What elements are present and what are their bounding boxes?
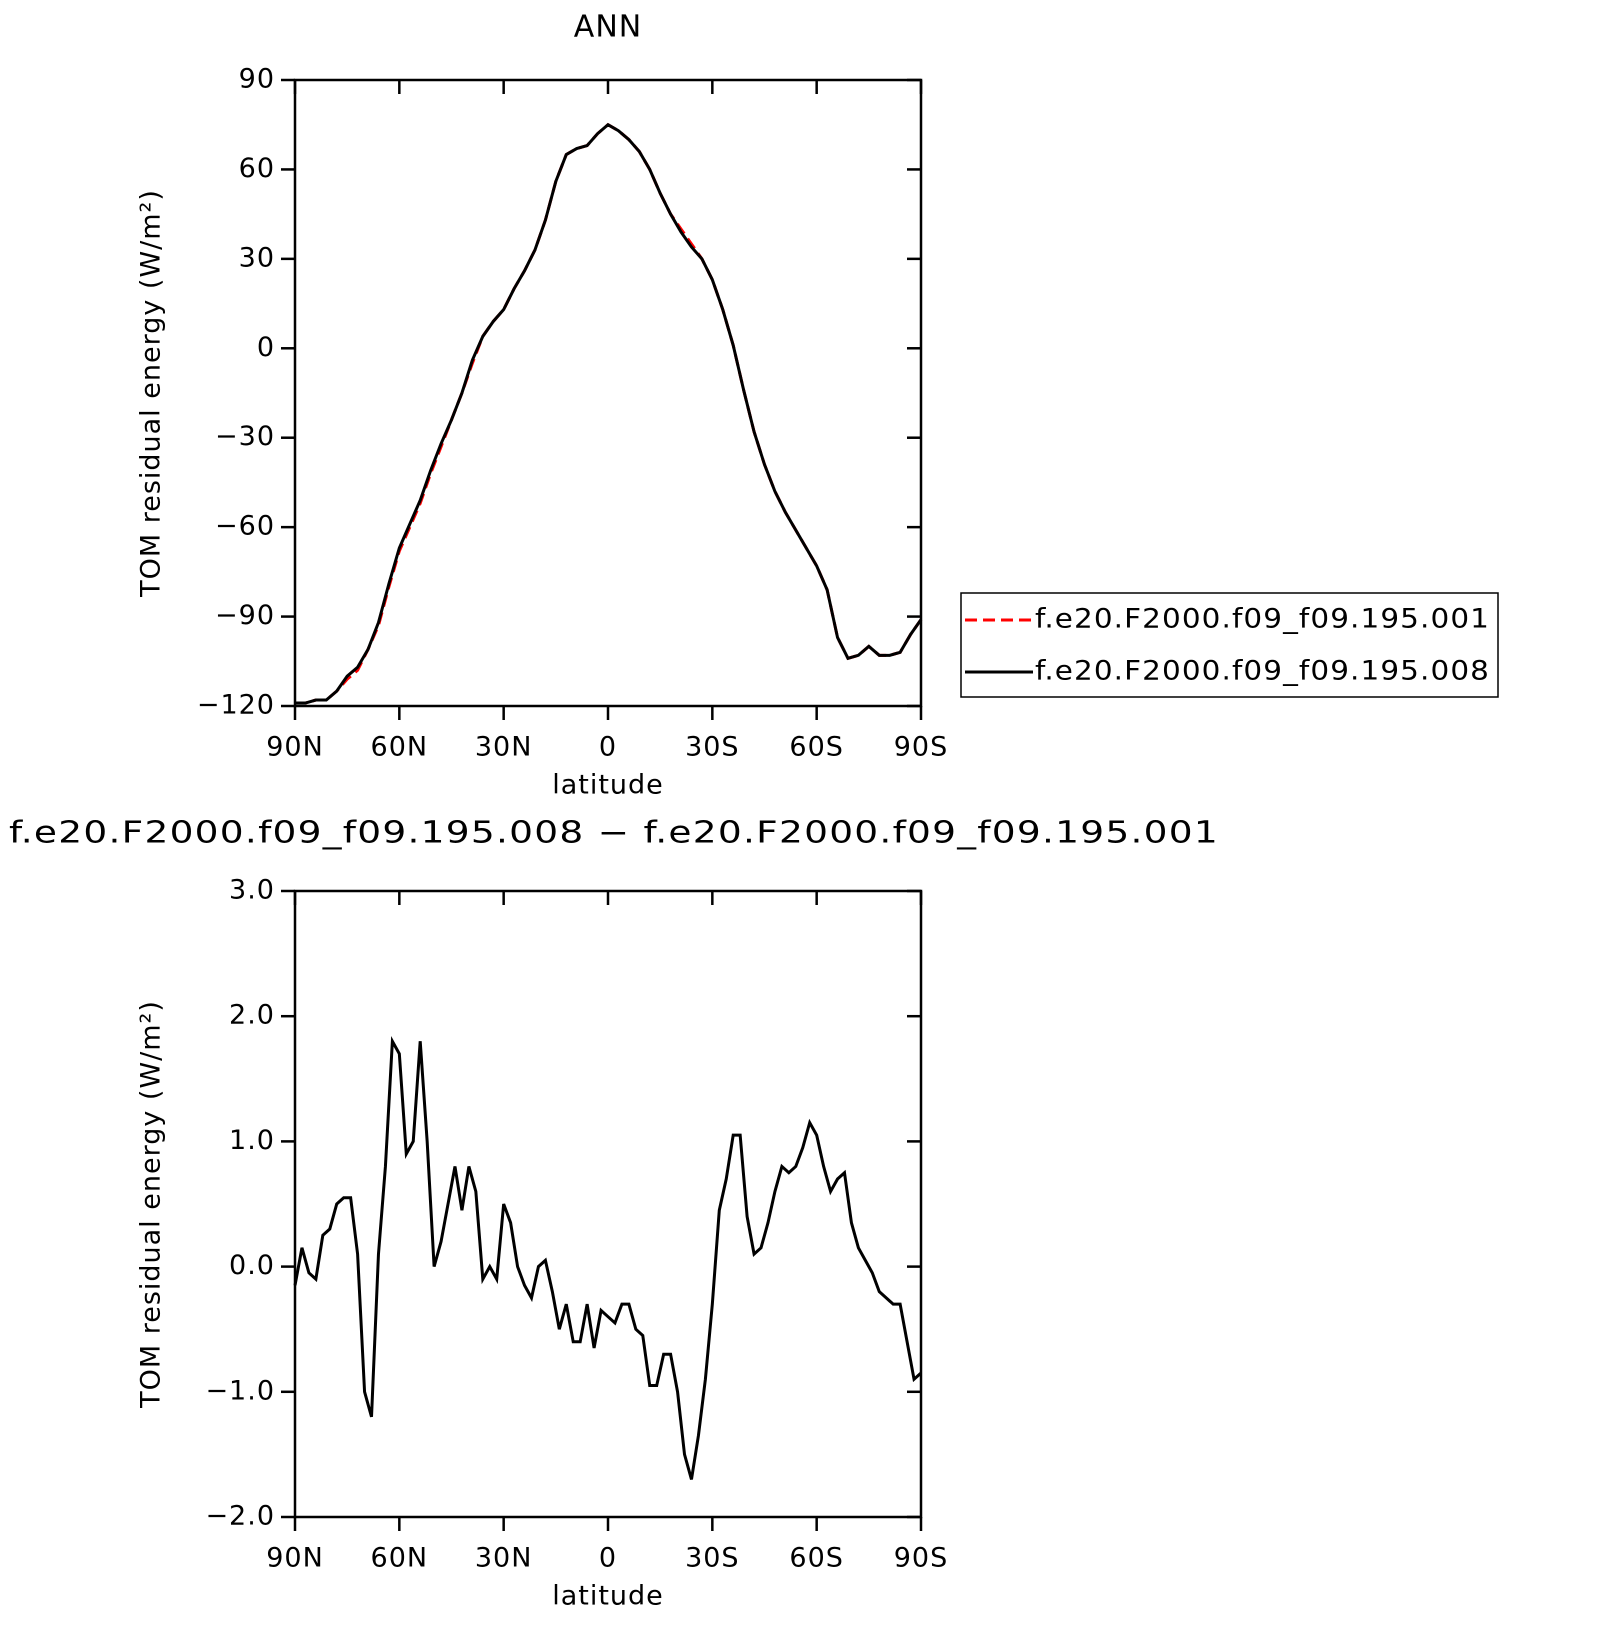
data-line [295, 122, 923, 705]
plot-frame [293, 889, 923, 1519]
x-tick-label: 30N [475, 732, 533, 763]
x-tick-label: 90S [894, 732, 949, 763]
data-line [295, 122, 923, 705]
chart-title: f.e20.F2000.f09_f09.195.008 − f.e20.F200… [9, 816, 1219, 851]
x-tick-label: 60N [371, 732, 429, 763]
x-axis-label: latitude [552, 770, 664, 801]
y-tick-label: 2.0 [229, 1000, 275, 1031]
y-tick-label: 1.0 [229, 1125, 275, 1156]
x-tick-label: 30N [475, 1543, 533, 1574]
y-tick-label: −30 [215, 421, 275, 452]
x-tick-label: 30S [685, 1543, 740, 1574]
y-tick-label: 60 [239, 153, 275, 184]
y-tick-label: 0 [257, 332, 275, 363]
y-tick-label: 90 [239, 64, 275, 95]
y-tick-label: −60 [215, 511, 275, 542]
data-line [293, 1035, 923, 1480]
y-tick-label: 3.0 [229, 875, 275, 906]
y-tick-label: −120 [197, 690, 275, 721]
y-tick-label: 0.0 [229, 1250, 275, 1281]
x-tick-label: 0 [599, 1543, 617, 1574]
x-tick-label: 60S [789, 732, 844, 763]
plot-frame [293, 78, 923, 708]
x-tick-label: 0 [599, 732, 617, 763]
legend-label: f.e20.F2000.f09_f09.195.001 [1035, 604, 1490, 635]
legend-box [960, 592, 1499, 698]
x-tick-label: 60S [789, 1543, 844, 1574]
x-tick-label: 60N [371, 1543, 429, 1574]
y-tick-label: −1.0 [205, 1375, 275, 1406]
y-tick-label: −2.0 [205, 1501, 275, 1532]
x-tick-label: 30S [685, 732, 740, 763]
chart-title: ANN [574, 10, 642, 45]
y-axis-label: TOM residual energy (W/m²) [136, 1000, 167, 1409]
x-tick-label: 90N [266, 1543, 324, 1574]
y-tick-label: −90 [215, 600, 275, 631]
x-tick-label: 90S [894, 1543, 949, 1574]
y-tick-label: 30 [239, 242, 275, 273]
x-axis-label: latitude [552, 1581, 664, 1612]
y-axis-label: TOM residual energy (W/m²) [136, 189, 167, 598]
legend-label: f.e20.F2000.f09_f09.195.008 [1035, 656, 1490, 687]
x-tick-label: 90N [266, 732, 324, 763]
